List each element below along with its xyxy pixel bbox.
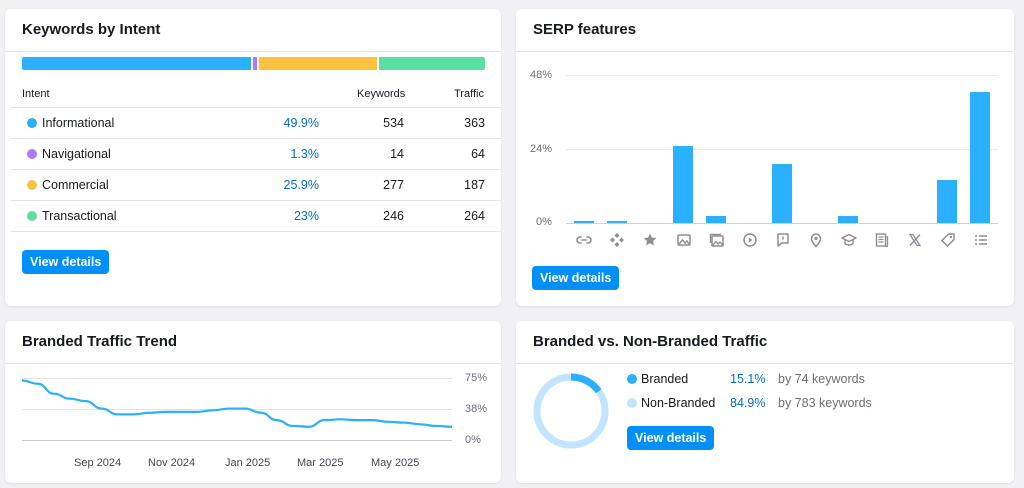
informational-dot: [27, 118, 37, 128]
intent-keywords: 14: [390, 147, 404, 161]
star-icon[interactable]: [642, 232, 658, 248]
y-tick-label: 75%: [465, 372, 488, 384]
gridline: [566, 149, 998, 150]
intent-traffic: 64: [471, 147, 485, 161]
local-pin-icon[interactable]: [808, 232, 824, 248]
branded-keywords: by 74 keywords: [778, 372, 865, 386]
branded-pct[interactable]: 15.1%: [730, 372, 766, 386]
x-tick-label: Sep 2024: [74, 457, 122, 469]
feedback-icon[interactable]: [775, 232, 791, 248]
intent-share-link[interactable]: 23%: [293, 209, 319, 223]
branded-vs-nonbranded-card: Branded vs. Non-Branded Traffic: [516, 321, 1014, 483]
serp-bar[interactable]: [772, 164, 792, 223]
image-pack-icon[interactable]: [709, 232, 725, 248]
intent-keywords: 277: [383, 178, 404, 192]
intent-bar-segment-commercial[interactable]: [258, 57, 379, 70]
serp-bar[interactable]: [838, 216, 858, 223]
intent-traffic: 363: [464, 116, 485, 130]
serp-bar[interactable]: [937, 180, 957, 223]
table-row: Navigational 1.3% 14 64: [11, 138, 501, 169]
serp-bar[interactable]: [673, 145, 693, 223]
branded-view-details-button[interactable]: View details: [627, 426, 715, 450]
intent-table: Informational 49.9% 534 363 Navigational…: [5, 107, 501, 233]
serp-view-details-button[interactable]: View details: [532, 266, 620, 290]
intent-share-link[interactable]: 1.3%: [290, 147, 320, 161]
intent-name: Transactional: [42, 209, 117, 223]
x-axis-line: [22, 440, 452, 441]
serp-bar[interactable]: [970, 91, 990, 223]
card-title: Branded Traffic Trend: [22, 333, 178, 350]
nonbranded-label: Non-Branded: [641, 396, 716, 410]
card-title: SERP features: [533, 21, 637, 38]
navigational-dot: [27, 149, 37, 159]
intent-name: Navigational: [42, 147, 111, 161]
intent-share-link[interactable]: 25.9%: [283, 178, 319, 192]
column-header-traffic: Traffic: [454, 88, 484, 100]
divider: [516, 363, 1014, 364]
transactional-dot: [27, 211, 37, 221]
y-tick-label: 24%: [530, 143, 553, 155]
serp-bar[interactable]: [574, 220, 594, 223]
column-header-keywords: Keywords: [357, 88, 406, 100]
education-icon[interactable]: [841, 232, 857, 248]
intent-bar-segment-transactional[interactable]: [378, 57, 485, 70]
x-tick-label: Mar 2025: [297, 457, 344, 469]
x-tick-label: May 2025: [371, 457, 420, 469]
nonbranded-pct[interactable]: 84.9%: [730, 396, 766, 410]
intent-keywords: 246: [383, 209, 404, 223]
serp-features-card: SERP features: [516, 9, 1014, 306]
news-icon[interactable]: [874, 232, 890, 248]
x-tick-label: Nov 2024: [148, 457, 196, 469]
card-title: Keywords by Intent: [22, 21, 161, 38]
x-axis-line: [566, 223, 998, 224]
nonbranded-keywords: by 783 keywords: [778, 396, 872, 410]
tag-icon[interactable]: [940, 232, 956, 248]
list-icon[interactable]: [973, 232, 989, 248]
table-row: Transactional 23% 246 264: [11, 200, 501, 232]
video-icon[interactable]: [742, 232, 758, 248]
intent-view-details-button[interactable]: View details: [22, 250, 110, 274]
column-header-intent: Intent: [22, 88, 50, 100]
gridline: [22, 409, 452, 410]
intent-share-link[interactable]: 49.9%: [283, 116, 319, 130]
y-tick-label: 38%: [465, 403, 488, 415]
intent-distribution-bar[interactable]: [22, 57, 485, 70]
link-icon[interactable]: [576, 232, 592, 248]
intent-keywords: 534: [383, 116, 404, 130]
x-tick-label: Jan 2025: [225, 457, 271, 469]
x-twitter-icon[interactable]: [907, 232, 923, 248]
y-tick-label: 48%: [530, 69, 553, 81]
card-title: Branded vs. Non-Branded Traffic: [533, 333, 768, 350]
gridline: [22, 378, 452, 379]
serp-bar[interactable]: [706, 216, 726, 223]
branded-donut-chart[interactable]: [531, 371, 611, 451]
intent-name: Informational: [42, 116, 115, 130]
sitelinks-icon[interactable]: [609, 232, 625, 248]
gridline: [566, 75, 998, 76]
intent-bar-segment-navigational[interactable]: [252, 57, 259, 70]
intent-traffic: 187: [464, 178, 485, 192]
branded-dot: [627, 374, 637, 384]
commercial-dot: [27, 180, 37, 190]
intent-bar-segment-informational[interactable]: [22, 57, 253, 70]
serp-bar[interactable]: [607, 220, 627, 223]
divider: [5, 51, 501, 52]
divider: [516, 51, 1014, 52]
divider: [5, 363, 501, 364]
nonbranded-dot: [627, 398, 637, 408]
donut-slice-branded[interactable]: [533, 373, 609, 449]
intent-traffic: 264: [464, 209, 485, 223]
y-tick-label: 0%: [536, 216, 552, 228]
table-row: Informational 49.9% 534 363: [11, 107, 501, 138]
intent-name: Commercial: [42, 178, 109, 192]
y-tick-label: 0%: [465, 434, 481, 446]
table-row: Commercial 25.9% 277 187: [11, 169, 501, 200]
image-icon[interactable]: [676, 232, 692, 248]
branded-label: Branded: [641, 372, 689, 386]
